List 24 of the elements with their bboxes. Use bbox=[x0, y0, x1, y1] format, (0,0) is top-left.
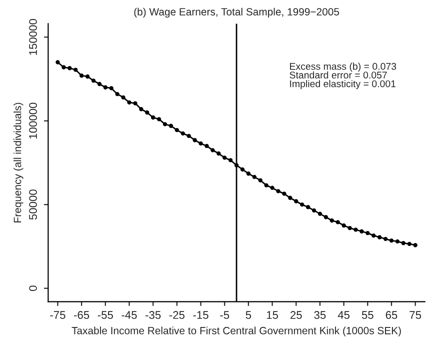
x-axis-title: Taxable Income Relative to First Central Government Kink (1000s SEK) bbox=[72, 326, 401, 336]
x-tick-label: -5 bbox=[220, 311, 230, 319]
x-tick-label: -35 bbox=[146, 311, 161, 319]
chart-title: (b) Wage Earners, Total Sample, 1999−2005 bbox=[134, 8, 340, 18]
y-tick-label: 100000 bbox=[29, 102, 37, 139]
x-tick-label: 65 bbox=[386, 311, 398, 319]
x-tick-label: 75 bbox=[410, 311, 422, 319]
x-tick-label: -75 bbox=[50, 311, 66, 319]
y-tick-label: 0 bbox=[29, 286, 37, 291]
x-tick-label: -15 bbox=[193, 311, 208, 319]
y-tick-label: 50000 bbox=[29, 190, 37, 220]
x-tick-label: 45 bbox=[338, 311, 350, 319]
x-tick-label: -55 bbox=[98, 311, 113, 319]
x-tick-label: 5 bbox=[246, 311, 252, 319]
x-tick-label: 55 bbox=[362, 311, 374, 319]
x-tick-label: -45 bbox=[122, 311, 137, 319]
y-axis-title: Frequency (all individuals) bbox=[14, 102, 24, 222]
x-tick-label: -25 bbox=[169, 311, 184, 319]
x-tick-label: -65 bbox=[74, 311, 90, 319]
x-tick-label: 25 bbox=[290, 311, 302, 319]
annotation: Excess mass (b) = 0.073 Standard error = 0.057 Implied elasticity = 0.001 bbox=[290, 62, 396, 90]
x-tick-label: 15 bbox=[266, 311, 278, 319]
y-tick-label: 150000 bbox=[29, 19, 37, 55]
x-tick-label: 35 bbox=[314, 311, 326, 319]
